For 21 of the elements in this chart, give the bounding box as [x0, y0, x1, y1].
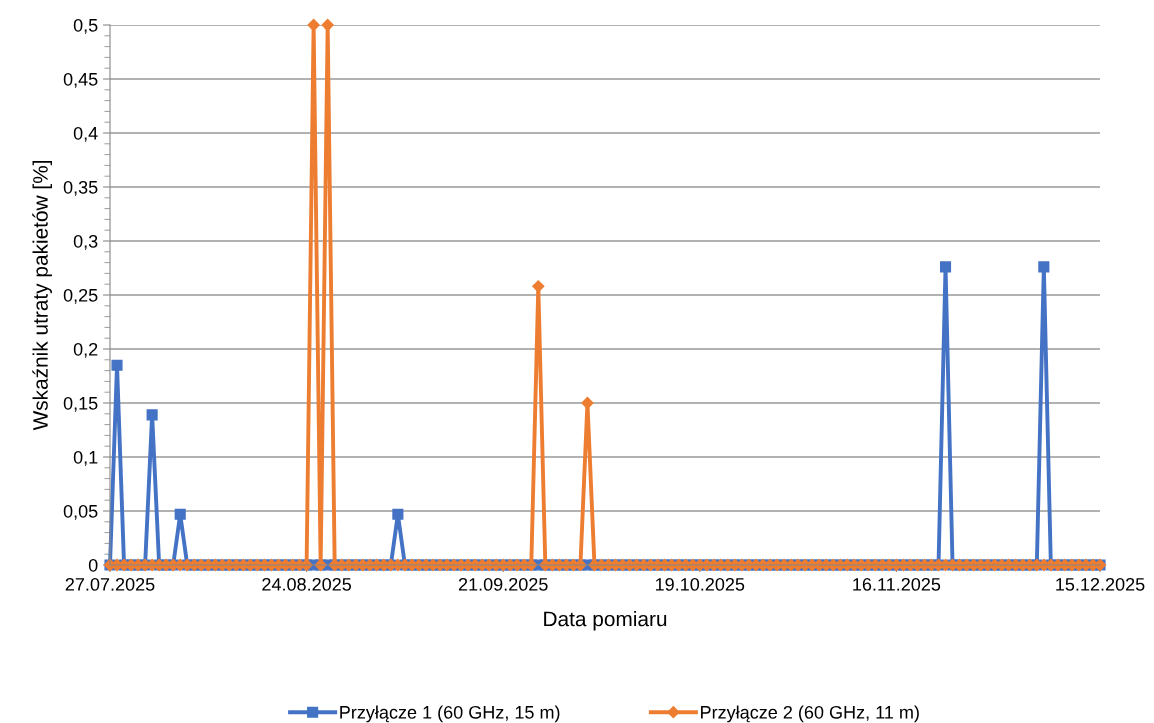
x-tick-label: 15.12.2025	[1056, 577, 1145, 591]
y-tick-label: 0,2	[73, 342, 98, 358]
y-tick-label: 0	[88, 558, 98, 572]
y-tick-label: 0,35	[63, 180, 98, 196]
x-tick-label: 19.10.2025	[655, 577, 745, 591]
y-tick-label: 0,25	[63, 288, 98, 304]
x-axis-title: Data pomiaru	[544, 611, 667, 631]
y-axis-title: Wskaźnik utraty pakietów [%]	[32, 161, 52, 431]
x-tick-label: 27.07.2025	[65, 577, 155, 591]
y-tick-label: 0,3	[73, 234, 98, 250]
y-tick-label: 0,1	[73, 450, 98, 466]
x-tick-label: 24.08.2025	[262, 577, 352, 591]
y-tick-label: 0,15	[63, 396, 98, 412]
y-tick-label: 0,45	[63, 72, 98, 88]
y-tick-label: 0,4	[73, 126, 98, 142]
legend-label: Przyłącze 1 (60 GHz, 15 m)	[340, 705, 560, 723]
x-tick-label: 21.09.2025	[458, 577, 548, 591]
y-tick-label: 0,05	[63, 504, 98, 520]
y-tick-label: 0,5	[73, 18, 98, 34]
x-tick-label: 16.11.2025	[853, 577, 941, 591]
legend-label: Przyłącze 2 (60 GHz, 11 m)	[701, 705, 919, 723]
